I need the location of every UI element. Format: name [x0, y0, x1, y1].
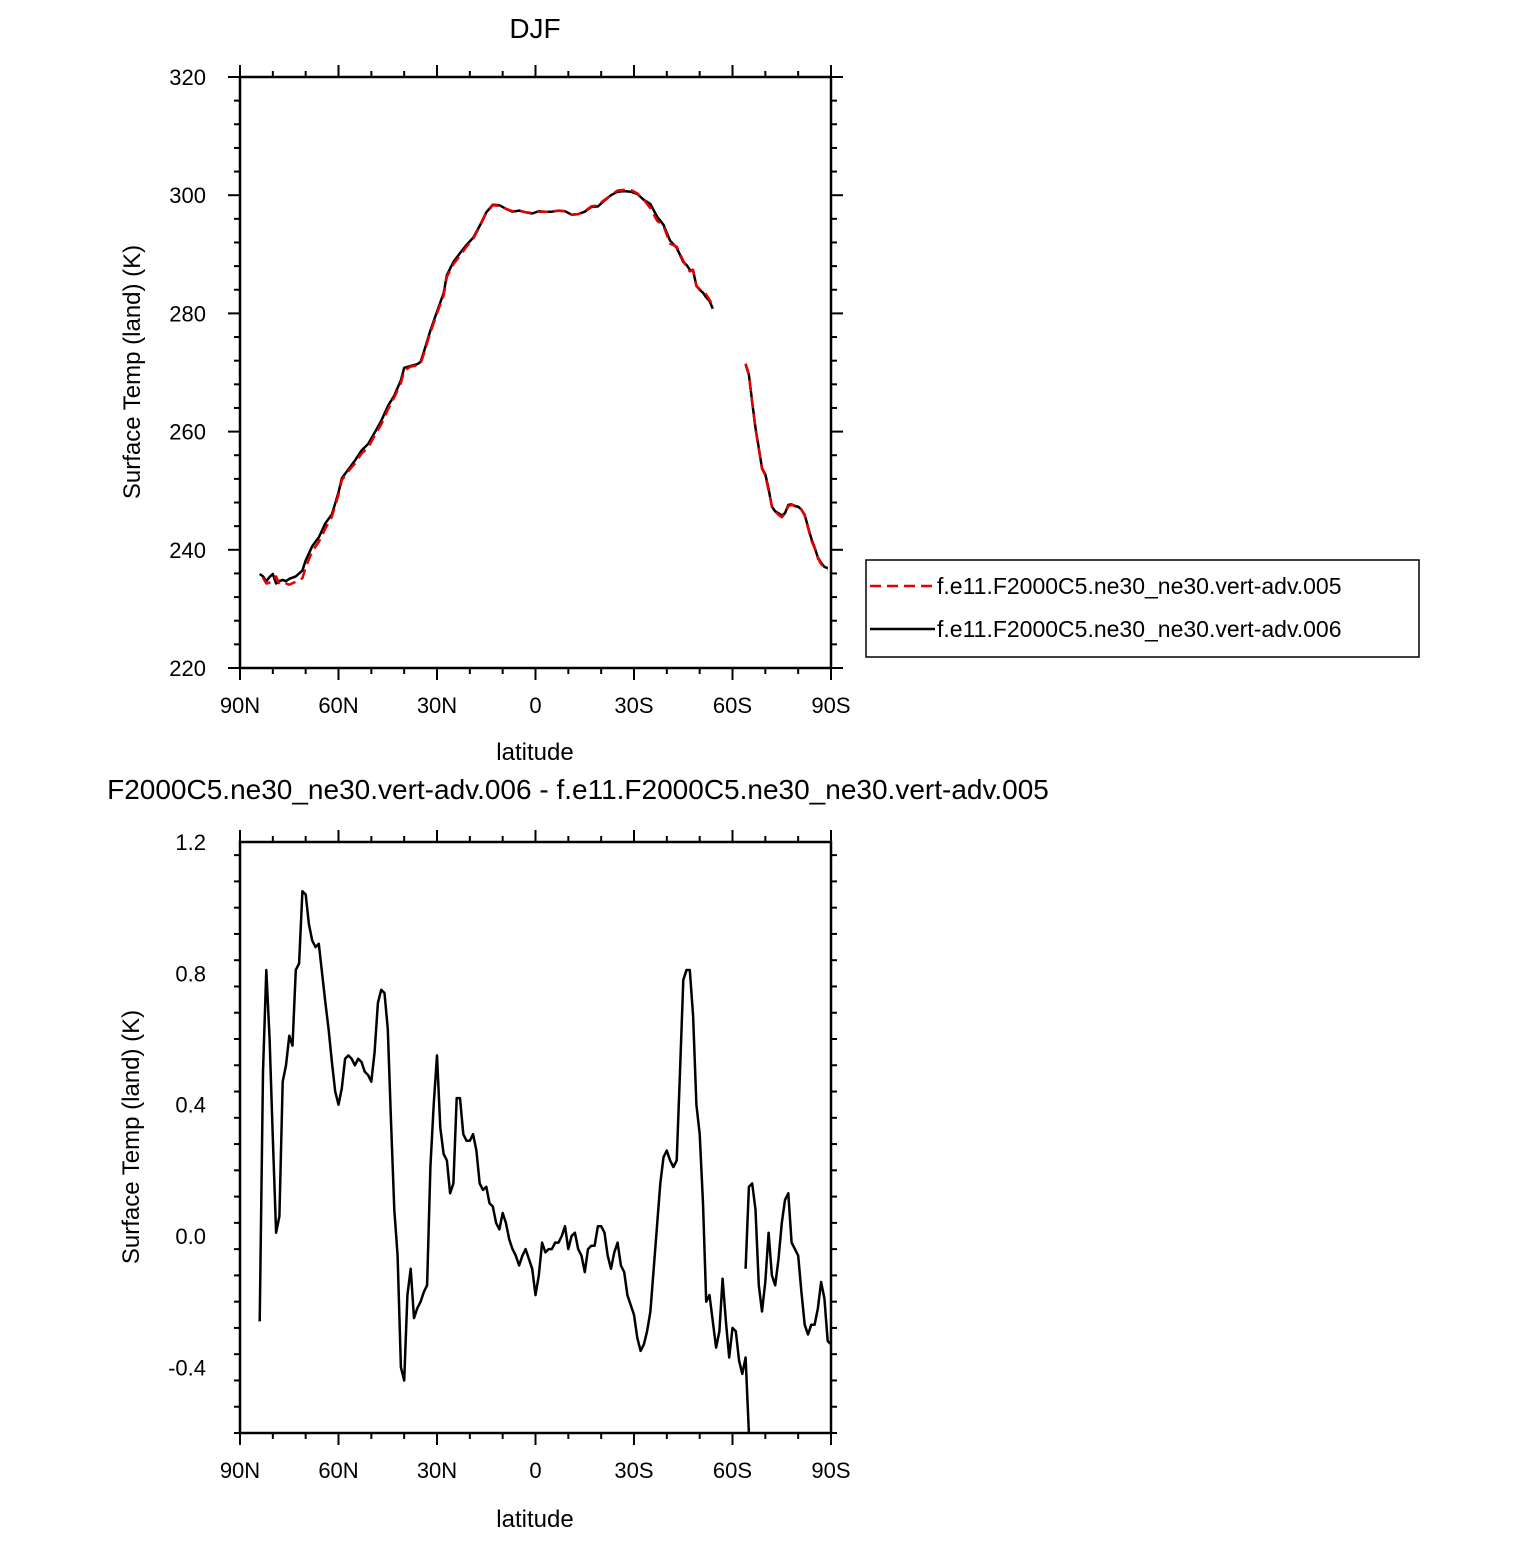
bottom-series-0-segment-1 — [744, 1182, 831, 1346]
top-x-axis-label: latitude — [496, 739, 573, 766]
bottom-y-tick-label: 0.8 — [175, 961, 206, 986]
top-plot-frame — [238, 75, 833, 670]
bottom-x-tick-label: 90N — [220, 1458, 260, 1483]
bottom-chart-title: F2000C5.ne30_ne30.vert-adv.006 - f.e11.F… — [107, 774, 1049, 805]
top-x-tick-label: 30N — [417, 693, 457, 718]
top-series-group — [258, 188, 829, 586]
legend-label-006: f.e11.F2000C5.ne30_ne30.vert-adv.006 — [937, 616, 1342, 642]
bottom-y-tick-labels: -0.4 0.0 0.4 0.8 1.2 — [168, 830, 206, 1380]
top-x-tick-label: 30S — [614, 693, 653, 718]
top-x-tick-label: 90S — [811, 693, 850, 718]
bottom-x-tick-label: 90S — [811, 1458, 850, 1483]
bottom-y-tick-label: 0.0 — [175, 1224, 206, 1249]
top-y-axis-label: Surface Temp (land) (K) — [119, 245, 146, 499]
top-y-tick-label: 320 — [169, 65, 206, 90]
bottom-y-axis-label: Surface Temp (land) (K) — [118, 1010, 145, 1264]
top-series-1-segment-1 — [744, 363, 829, 570]
top-series-0-segment-0 — [261, 188, 714, 586]
top-x-tick-label: 90N — [220, 693, 260, 718]
top-y-tick-label: 240 — [169, 538, 206, 563]
bottom-x-tick-label: 0 — [529, 1458, 541, 1483]
bottom-x-tick-label: 60N — [318, 1458, 358, 1483]
bottom-chart-panel: F2000C5.ne30_ne30.vert-adv.006 - f.e11.F… — [107, 774, 1049, 1533]
legend-label-005: f.e11.F2000C5.ne30_ne30.vert-adv.005 — [937, 573, 1342, 599]
top-y-tick-labels: 220 240 260 280 300 320 — [169, 65, 206, 681]
bottom-y-tick-label: -0.4 — [168, 1355, 206, 1380]
top-y-tick-label: 300 — [169, 183, 206, 208]
top-x-tick-labels: 90N 60N 30N 0 30S 60S 90S — [220, 693, 851, 718]
bottom-x-tick-label: 60S — [713, 1458, 752, 1483]
top-tick-marks — [228, 65, 843, 680]
top-y-tick-label: 280 — [169, 301, 206, 326]
bottom-series-group — [258, 890, 831, 1433]
top-series-0-segment-1 — [744, 363, 829, 571]
bottom-series-0-segment-0 — [258, 890, 751, 1433]
bottom-x-tick-label: 30N — [417, 1458, 457, 1483]
legend-box — [865, 559, 1420, 658]
top-x-tick-label: 60N — [318, 693, 358, 718]
legend: f.e11.F2000C5.ne30_ne30.vert-adv.005 f.e… — [865, 559, 1420, 658]
bottom-x-tick-label: 30S — [614, 1458, 653, 1483]
bottom-x-axis-label: latitude — [496, 1506, 573, 1533]
top-x-tick-label: 0 — [529, 693, 541, 718]
top-chart-panel: DJF 90N 60N 30N 0 30S 60S 90S 220 240 260 280 300 3… — [119, 13, 1420, 766]
bottom-plot-frame — [238, 840, 833, 1435]
top-chart-title: DJF — [509, 13, 560, 44]
top-y-tick-label: 260 — [169, 420, 206, 445]
bottom-y-tick-label: 0.4 — [175, 1093, 206, 1118]
bottom-tick-marks — [234, 830, 837, 1445]
top-y-tick-label: 220 — [169, 656, 206, 681]
bottom-x-tick-labels: 90N 60N 30N 0 30S 60S 90S — [220, 1458, 851, 1483]
top-x-tick-label: 60S — [713, 693, 752, 718]
bottom-y-tick-label: 1.2 — [175, 830, 206, 855]
